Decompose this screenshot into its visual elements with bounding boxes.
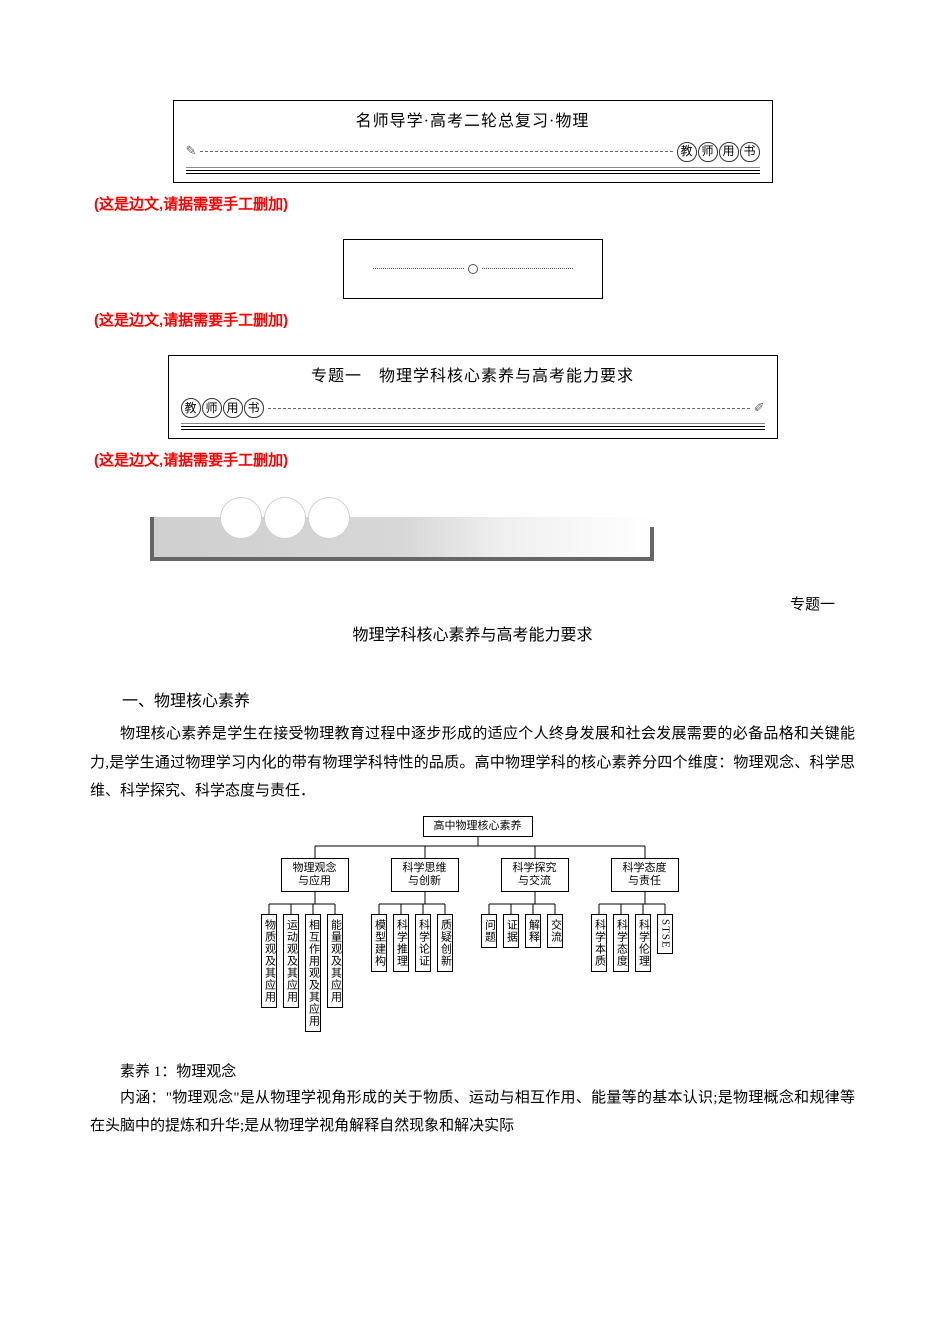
stamp-group: 教 师 用 书: [677, 142, 760, 162]
paragraph: 内涵："物理观念"是从物理学视角形成的关于物质、运动与相互作用、能量等的基本认识…: [90, 1084, 855, 1141]
pencil-icon: ✎: [186, 141, 197, 162]
tree-leaf: 解释: [525, 914, 541, 948]
double-rule: [181, 426, 765, 430]
stamp-char: 书: [740, 142, 760, 162]
topic-header-title: 专题一 物理学科核心素养与高考能力要求: [181, 364, 765, 390]
stamp-char: 用: [223, 398, 243, 418]
tree-mid-node: 科学态度与责任: [611, 858, 679, 892]
circle-icon: [468, 264, 478, 274]
subsection-heading: 素养 1：物理观念: [90, 1060, 855, 1084]
paragraph: 物理核心素养是学生在接受物理教育过程中逐步形成的适应个人终身发展和社会发展需要的…: [90, 720, 855, 806]
banner-circle: [220, 497, 262, 539]
topic-label: 专题一: [90, 593, 835, 617]
underline: [181, 421, 765, 424]
divider-box: [343, 239, 603, 299]
header-box-1: 名师导学·高考二轮总复习·物理 ✎ 教 师 用 书: [173, 100, 773, 183]
subtitle: 物理学科核心素养与高考能力要求: [90, 623, 855, 649]
tree-leaf: 科学伦理: [635, 914, 651, 972]
tree-leaf: 相互作用观及其应用: [305, 914, 321, 1032]
decorative-banner: [150, 495, 670, 565]
tree-leaf: 物质观及其应用: [261, 914, 277, 1008]
body-content: 专题一 物理学科核心素养与高考能力要求 一、物理核心素养 物理核心素养是学生在接…: [90, 593, 855, 1141]
dashed-line: [268, 408, 750, 409]
tree-leaf: 科学推理: [393, 914, 409, 972]
margin-note: (这是边文,请据需要手工删加): [94, 309, 855, 333]
section-heading: 一、物理核心素养: [90, 689, 855, 715]
tree-leaf: 科学态度: [613, 914, 629, 972]
tree-leaf: 能量观及其应用: [327, 914, 343, 1008]
dotted-divider: [373, 264, 573, 274]
double-rule: [186, 170, 760, 174]
margin-note: (这是边文,请据需要手工删加): [94, 449, 855, 473]
tree-leaf: 科学论证: [415, 914, 431, 972]
dashed-line: [200, 151, 672, 152]
tree-leaf: 问题: [481, 914, 497, 948]
header-title: 名师导学·高考二轮总复习·物理: [186, 109, 760, 135]
tree-leaf: 运动观及其应用: [283, 914, 299, 1008]
margin-note: (这是边文,请据需要手工删加): [94, 193, 855, 217]
topic-stamp-row: 教 师 用 书 ✐: [181, 395, 765, 421]
core-literacy-tree: 高中物理核心素养物理观念与应用 科学思维与创新 科学探究与交流 科学态度与责任物质观及…: [233, 816, 713, 1046]
tree-mid-node: 科学探究与交流: [501, 858, 569, 892]
tree-leaf: 质疑创新: [437, 914, 453, 972]
tree-leaf: 科学本质: [591, 914, 607, 972]
tree-mid-node: 科学思维与创新: [391, 858, 459, 892]
tree-leaf: 证据: [503, 914, 519, 948]
banner-circle: [264, 497, 306, 539]
tree-mid-node: 物理观念与应用: [281, 858, 349, 892]
tree-leaf: 交流: [547, 914, 563, 948]
tree-leaf: STSE: [657, 914, 673, 954]
underline: [186, 165, 760, 168]
stamp-char: 书: [244, 398, 264, 418]
stamp-char: 师: [202, 398, 222, 418]
stamp-group: 教 师 用 书: [181, 398, 264, 418]
stamp-char: 师: [698, 142, 718, 162]
stamp-char: 教: [181, 398, 201, 418]
pencil-icon: ✐: [754, 398, 765, 419]
tree-root: 高中物理核心素养: [423, 816, 533, 837]
tree-leaf: 模型建构: [371, 914, 387, 972]
header-stamp-row: ✎ 教 师 用 书: [186, 139, 760, 165]
banner-circle: [308, 497, 350, 539]
stamp-char: 教: [677, 142, 697, 162]
topic-header-box: 专题一 物理学科核心素养与高考能力要求 教 师 用 书 ✐: [168, 355, 778, 440]
stamp-char: 用: [719, 142, 739, 162]
